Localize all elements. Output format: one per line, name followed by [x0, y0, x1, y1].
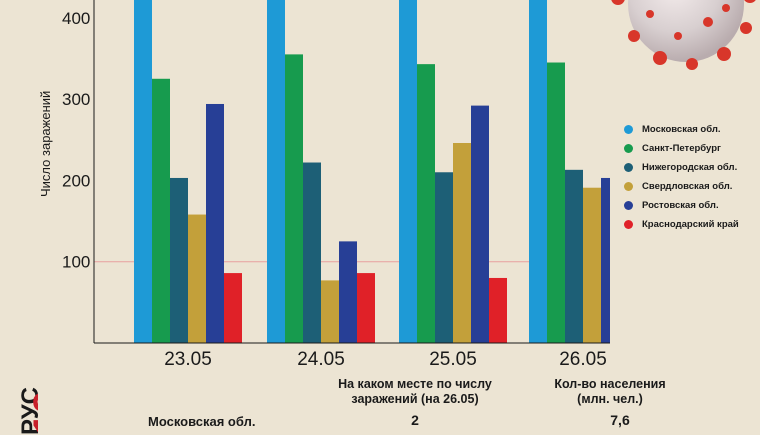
side-title: РУС 19	[0, 380, 38, 435]
legend-label: Нижегородская обл.	[642, 162, 738, 173]
table-row-population: 7,6	[610, 412, 630, 428]
legend-label: Свердловская обл.	[642, 181, 733, 192]
bar-26.05-4	[601, 177, 610, 343]
legend-item: Нижегородская обл.	[624, 158, 739, 177]
legend-item: Московская обл.	[624, 120, 739, 139]
bar-25.05-0	[399, 0, 417, 343]
y-axis-label: Число заражений	[38, 91, 53, 197]
x-tick-labels: 23.05 24.05 25.05 26.05	[164, 349, 607, 370]
bar-24.05-0	[267, 0, 285, 343]
legend-label: Санкт-Петербург	[642, 143, 721, 154]
legend-dot-icon	[624, 125, 633, 134]
y-tick-300: 300	[62, 90, 90, 109]
y-tick-400: 400	[62, 9, 90, 28]
bar-25.05-1	[417, 64, 435, 344]
legend-dot-icon	[624, 144, 633, 153]
table-row-place: 2	[411, 412, 419, 428]
bar-23.05-2	[170, 177, 188, 343]
y-tick-100: 100	[62, 253, 90, 272]
bar-23.05-3	[188, 214, 206, 343]
bar-26.05-2	[565, 169, 583, 343]
bar-25.05-4	[471, 105, 489, 343]
bar-24.05-3	[321, 280, 339, 343]
bar-25.05-5	[489, 277, 507, 343]
legend-dot-icon	[624, 201, 633, 210]
legend-label: Московская обл.	[642, 124, 721, 135]
legend-item: Ростовская обл.	[624, 196, 739, 215]
x-tick-23.05: 23.05	[164, 349, 212, 370]
bar-26.05-1	[547, 62, 565, 343]
legend-label: Ростовская обл.	[642, 200, 719, 211]
y-tick-labels: 100200300400500600700	[62, 9, 90, 272]
x-tick-25.05: 25.05	[429, 349, 477, 370]
bars	[134, 0, 610, 344]
bar-25.05-2	[435, 172, 453, 343]
bar-24.05-1	[285, 54, 303, 343]
legend-dot-icon	[624, 163, 633, 172]
table-row-region: Московская обл.	[148, 414, 256, 429]
bar-23.05-1	[152, 78, 170, 344]
legend-dot-icon	[624, 182, 633, 191]
bar-23.05-5	[224, 273, 242, 343]
column-header-place: На каком месте по числу заражений (на 26…	[338, 377, 492, 406]
x-tick-26.05: 26.05	[559, 349, 607, 370]
bar-26.05-0	[529, 0, 547, 343]
side-title-number: 19	[26, 390, 38, 435]
legend-label: Краснодарский край	[642, 219, 739, 230]
x-tick-24.05: 24.05	[297, 349, 345, 370]
bar-chart: 100200300400500600700 23.0524.0525.0526.…	[38, 0, 610, 370]
bar-24.05-2	[303, 162, 321, 343]
legend-item: Санкт-Петербург	[624, 139, 739, 158]
column-header-population: Кол-во населения (млн. чел.)	[554, 377, 666, 406]
bar-24.05-5	[357, 273, 375, 343]
bar-24.05-4	[339, 241, 357, 343]
legend-dot-icon	[624, 220, 633, 229]
legend-item: Краснодарский край	[624, 215, 739, 234]
bar-23.05-4	[206, 103, 224, 343]
y-tick-200: 200	[62, 171, 90, 190]
legend-item: Свердловская обл.	[624, 177, 739, 196]
coronavirus-illustration	[588, 0, 760, 70]
legend: Московская обл. Санкт-Петербург Нижегородс…	[624, 120, 739, 234]
bar-23.05-0	[134, 0, 152, 343]
bar-26.05-3	[583, 187, 601, 343]
bar-25.05-3	[453, 143, 471, 343]
